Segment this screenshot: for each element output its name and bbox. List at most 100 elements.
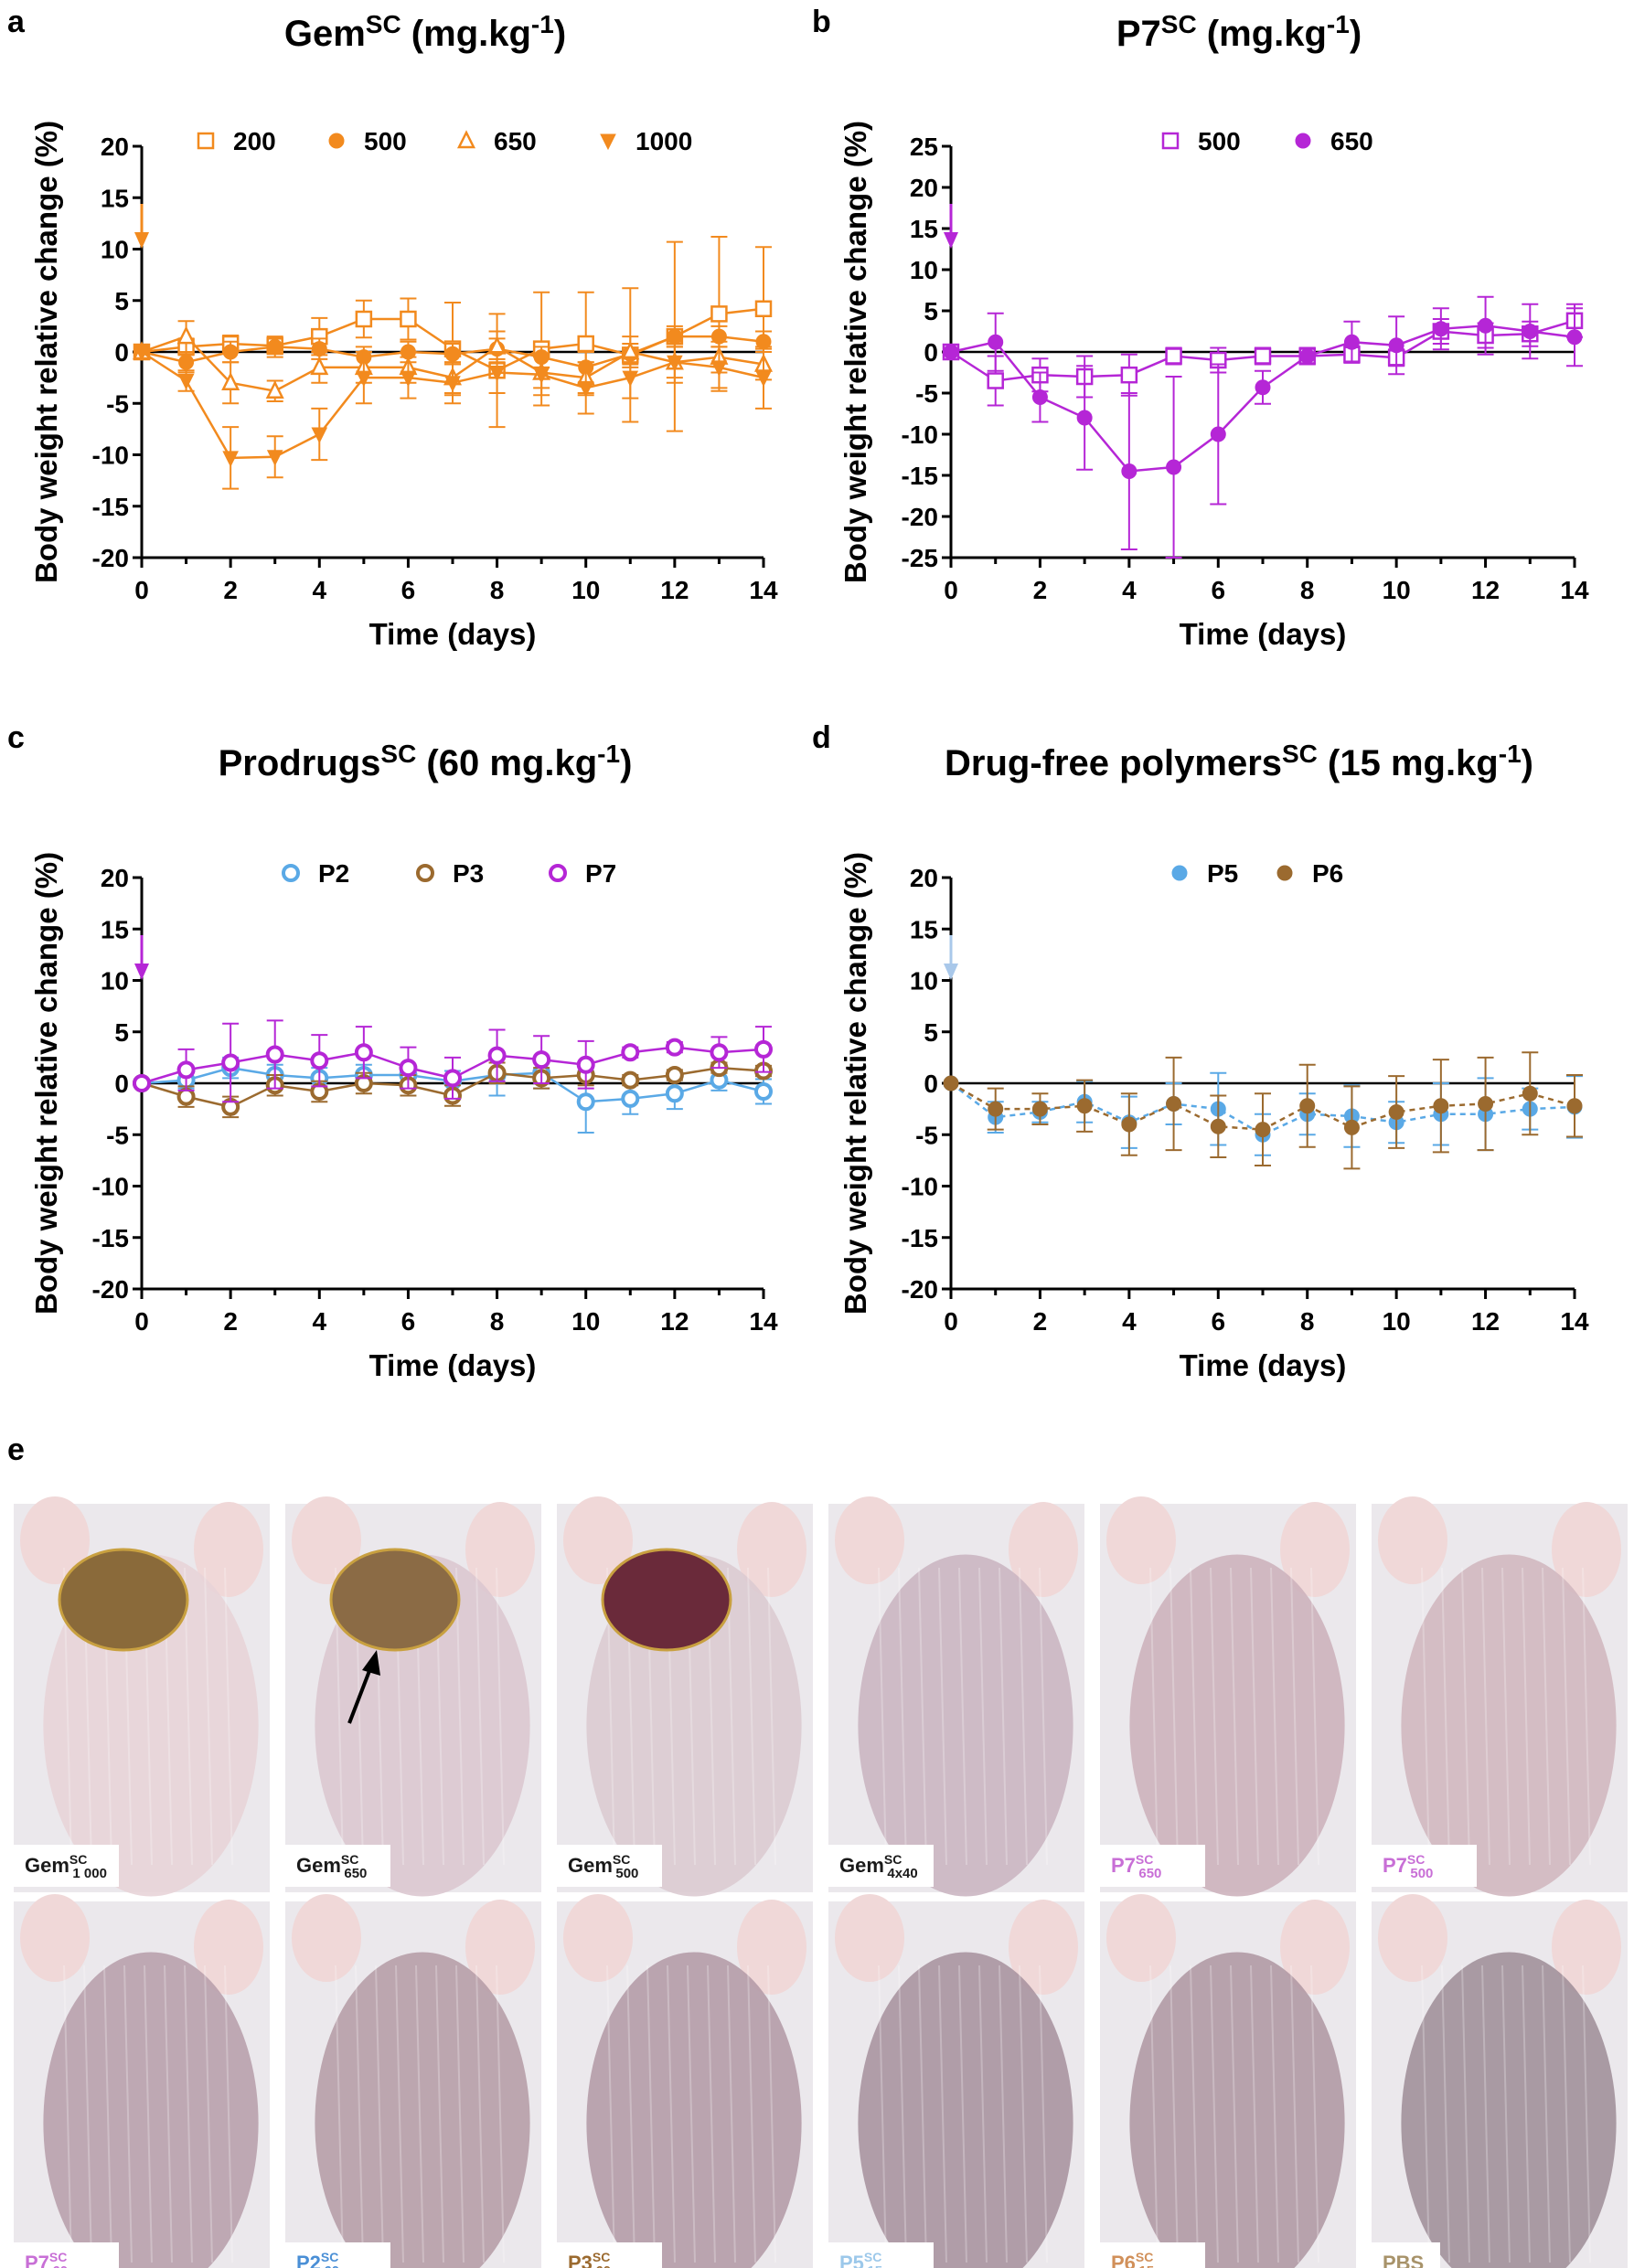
- y-tick-label: 10: [101, 236, 129, 264]
- legend-label: 650: [1330, 127, 1373, 155]
- skin-fold: [1230, 1567, 1239, 1866]
- skin-fold: [918, 1965, 927, 2263]
- data-point: [1210, 426, 1226, 442]
- data-point: [221, 1053, 240, 1072]
- injection-arrow-head: [944, 964, 958, 980]
- y-tick-label: -15: [92, 1224, 129, 1252]
- data-point: [400, 310, 417, 328]
- skin-patch: [858, 1554, 1073, 1897]
- data-point: [1254, 347, 1272, 365]
- data-point: [1566, 329, 1583, 346]
- skin-fold: [938, 1567, 947, 1866]
- y-tick-label: 0: [924, 1070, 938, 1098]
- caption-subscript: 1 000: [72, 1866, 107, 1881]
- caption-label: P3: [568, 2252, 593, 2268]
- y-tick-label: 5: [924, 1018, 938, 1047]
- y-axis-label: Body weight relative change (%): [838, 121, 872, 583]
- skin-fold: [747, 1965, 756, 2263]
- skin-fold: [1310, 1965, 1319, 2263]
- chart-title: Drug-free polymersSC (15 mg.kg-1): [945, 740, 1533, 783]
- x-tick-label: 0: [134, 576, 149, 604]
- data-point: [576, 1092, 595, 1112]
- data-point: [1121, 1116, 1137, 1133]
- skin-fold: [667, 1965, 676, 2263]
- skin-fold: [1270, 1567, 1279, 1866]
- data-point: [178, 354, 195, 370]
- ear-left: [1106, 1894, 1176, 1982]
- caption-label: P7: [1383, 1854, 1407, 1877]
- title-close: ): [1522, 743, 1533, 783]
- caption-superscript: SC: [884, 1852, 902, 1867]
- legend-marker: [282, 864, 300, 882]
- data-point: [1031, 1101, 1048, 1117]
- data-point: [754, 1039, 773, 1059]
- skin-fold: [1461, 1965, 1470, 2263]
- caption-subscript: 15: [867, 2263, 882, 2268]
- skin-patch: [1129, 1554, 1345, 1897]
- skin-fold: [144, 1965, 153, 2263]
- data-point: [1166, 1096, 1182, 1112]
- data-point: [533, 367, 550, 384]
- data-point: [1166, 459, 1182, 475]
- x-tick-label: 14: [749, 576, 778, 604]
- title-unit-superscript: -1: [597, 740, 620, 768]
- skin-fold: [1582, 1567, 1591, 1866]
- chart-panel-b: b P7SC (mg.kg-1)-25-20-15-10-505101520250…: [812, 5, 1589, 651]
- photo-p7-60: P7SC60: [14, 1894, 270, 2268]
- caption-label: Gem: [25, 1854, 69, 1877]
- title-superscript: SC: [1161, 10, 1197, 38]
- skin-fold: [355, 1965, 364, 2263]
- photo-gem-1000: GemSC 1 000: [14, 1496, 270, 1897]
- photo-p7-650: P7SC 650: [1100, 1496, 1356, 1897]
- data-point: [1299, 1098, 1316, 1114]
- data-point: [1343, 1119, 1360, 1135]
- ear-right: [737, 1502, 806, 1597]
- data-point: [1343, 334, 1360, 350]
- data-point: [222, 344, 239, 360]
- legend-label: P6: [1312, 859, 1343, 888]
- skin-fold: [918, 1567, 927, 1866]
- x-tick-label: 14: [1560, 576, 1589, 604]
- skin-fold: [687, 1965, 696, 2263]
- skin-patch: [43, 1952, 259, 2268]
- skin-fold: [1230, 1965, 1239, 2263]
- skin-fold: [1542, 1965, 1551, 2263]
- caption-subscript: 60: [52, 2263, 68, 2268]
- y-tick-label: 20: [910, 864, 938, 892]
- y-axis-label: Body weight relative change (%): [29, 121, 63, 583]
- data-point: [354, 1043, 373, 1062]
- x-tick-label: 14: [1560, 1307, 1589, 1336]
- data-point: [1478, 1096, 1494, 1112]
- skin-fold: [496, 1567, 505, 1866]
- y-tick-label: 5: [114, 1018, 129, 1047]
- skin-fold: [1542, 1567, 1551, 1866]
- skin-fold: [1562, 1567, 1571, 1866]
- skin-fold: [475, 1567, 485, 1866]
- title-close: ): [554, 14, 566, 54]
- skin-fold: [415, 1965, 424, 2263]
- title-unit-superscript: -1: [1499, 740, 1522, 768]
- caption-label: P6: [1111, 2252, 1136, 2268]
- panel-label-e: e: [7, 1432, 25, 1467]
- legend-marker: [1171, 865, 1188, 881]
- skin-fold: [999, 1965, 1008, 2263]
- photo-p3-60: P3SC60: [557, 1894, 813, 2268]
- x-tick-label: 4: [312, 576, 326, 604]
- y-tick-label: 15: [910, 215, 938, 243]
- panel-label-d: d: [812, 720, 831, 755]
- skin-fold: [1290, 1965, 1299, 2263]
- data-point: [267, 338, 283, 355]
- x-tick-label: 12: [660, 1307, 689, 1336]
- data-point: [1210, 1118, 1226, 1134]
- skin-fold: [1190, 1965, 1199, 2263]
- ear-left: [1378, 1894, 1447, 1982]
- panel-label-b: b: [812, 5, 831, 39]
- skin-patch: [858, 1952, 1073, 2268]
- skin-fold: [1039, 1965, 1048, 2263]
- title-main: Drug-free polymers: [945, 743, 1282, 783]
- legend-label: 200: [233, 127, 276, 155]
- skin-fold: [1149, 1965, 1159, 2263]
- skin-fold: [1149, 1567, 1159, 1866]
- ear-left: [563, 1496, 633, 1584]
